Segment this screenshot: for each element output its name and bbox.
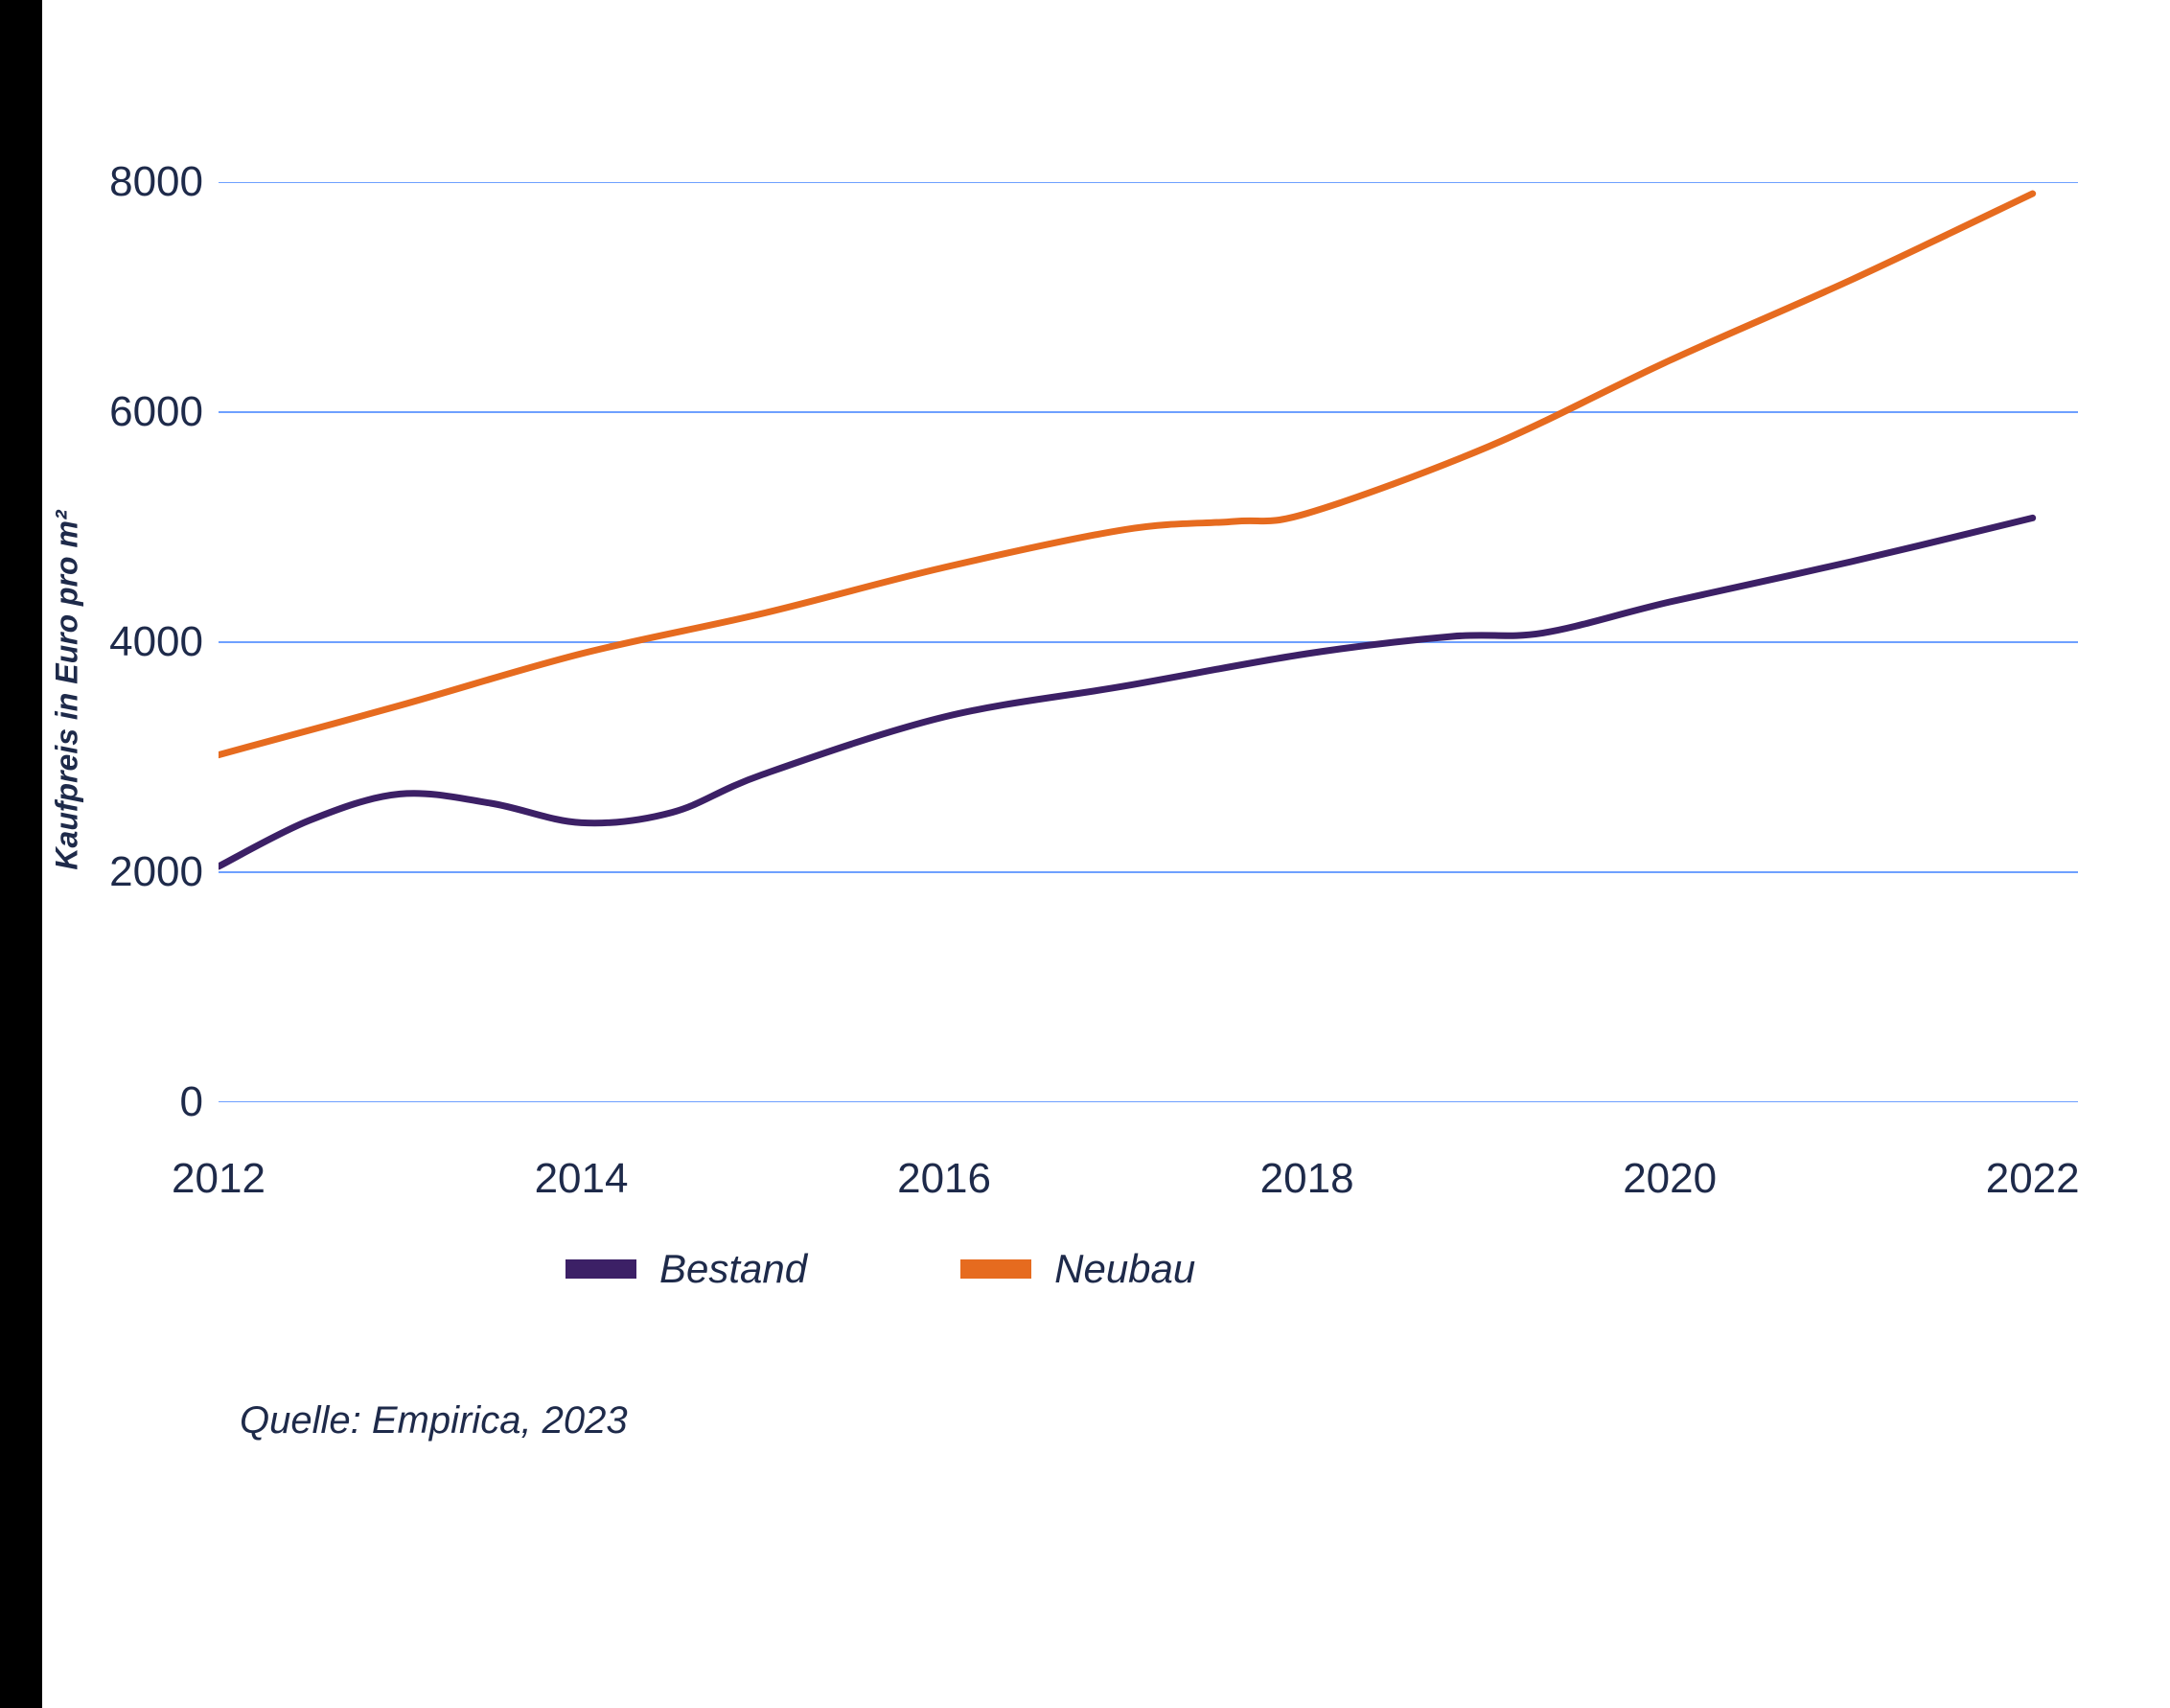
x-tick-label: 2012	[172, 1155, 265, 1203]
series-line-bestand	[219, 518, 2033, 866]
x-tick-label: 2018	[1260, 1155, 1354, 1203]
y-tick-label: 0	[180, 1078, 203, 1126]
legend-swatch	[960, 1259, 1031, 1279]
source-note: Quelle: Empirica, 2023	[240, 1399, 628, 1443]
series-line-neubau	[219, 194, 2033, 755]
y-tick-label: 4000	[109, 618, 203, 666]
left-black-strip	[0, 0, 42, 1708]
x-tick-label: 2020	[1623, 1155, 1717, 1203]
x-tick-label: 2016	[897, 1155, 991, 1203]
x-tick-label: 2022	[1986, 1155, 2080, 1203]
y-axis-title: Kaufpreis in Euro pro m²	[50, 510, 85, 869]
y-tick-label: 6000	[109, 388, 203, 436]
legend-swatch	[566, 1259, 636, 1279]
x-tick-label: 2014	[535, 1155, 629, 1203]
y-tick-label: 8000	[109, 158, 203, 206]
legend-item: Bestand	[566, 1246, 807, 1292]
chart-legend: Bestand Neubau	[566, 1246, 1195, 1292]
legend-item: Neubau	[960, 1246, 1195, 1292]
legend-label: Neubau	[1054, 1246, 1195, 1292]
legend-label: Bestand	[659, 1246, 807, 1292]
y-tick-label: 2000	[109, 848, 203, 896]
chart-page: Kaufpreis in Euro pro m² 0 2000 4000 6000 80…	[0, 0, 2170, 1708]
line-chart-plot	[219, 182, 2078, 1102]
